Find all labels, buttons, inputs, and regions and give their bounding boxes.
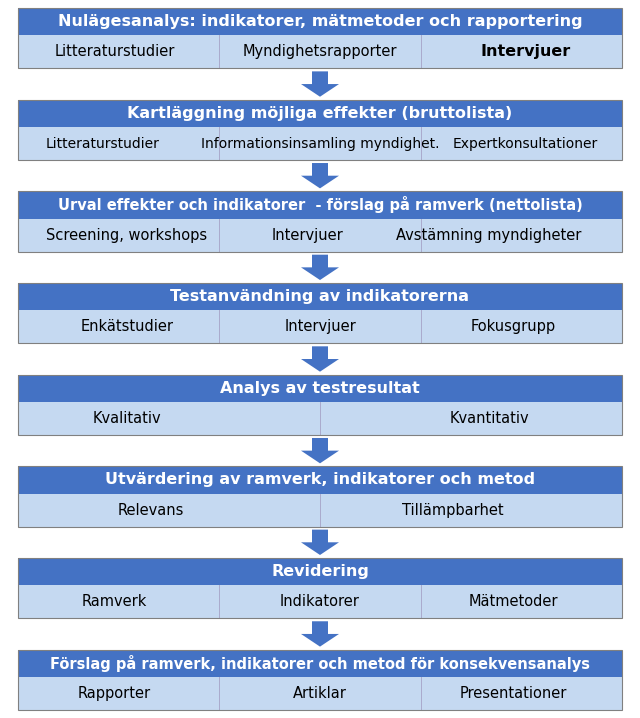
Text: Urval effekter och indikatorer  - förslag på ramverk (nettolista): Urval effekter och indikatorer - förslag…: [58, 197, 582, 213]
Text: Relevans: Relevans: [118, 503, 184, 518]
Bar: [18, 8, 622, 35]
Text: Kartläggning möjliga effekter (bruttolista): Kartläggning möjliga effekter (bruttolis…: [127, 106, 513, 121]
Text: Ramverk: Ramverk: [82, 595, 147, 610]
Bar: [18, 558, 622, 618]
Polygon shape: [301, 346, 339, 372]
Bar: [18, 466, 622, 527]
Text: Litteraturstudier: Litteraturstudier: [45, 136, 159, 151]
Bar: [18, 127, 622, 160]
Polygon shape: [301, 438, 339, 463]
Text: Kvantitativ: Kvantitativ: [449, 411, 529, 426]
Bar: [18, 375, 622, 402]
Text: Screening, workshops: Screening, workshops: [46, 228, 207, 243]
Bar: [18, 466, 622, 493]
Text: Tillämpbarhet: Tillämpbarhet: [402, 503, 504, 518]
Text: Avstämning myndigheter: Avstämning myndigheter: [396, 228, 582, 243]
Text: Kvalitativ: Kvalitativ: [92, 411, 161, 426]
Text: Informationsinsamling myndighet.: Informationsinsamling myndighet.: [201, 136, 439, 151]
Bar: [18, 8, 622, 68]
Text: Testanvändning av indikatorerna: Testanvändning av indikatorerna: [170, 289, 470, 304]
Bar: [18, 677, 622, 710]
Bar: [18, 191, 622, 252]
Text: Revidering: Revidering: [271, 564, 369, 579]
Bar: [18, 218, 622, 252]
Polygon shape: [301, 163, 339, 188]
Bar: [18, 100, 622, 160]
Text: Mätmetoder: Mätmetoder: [468, 595, 558, 610]
Bar: [18, 402, 622, 435]
Text: Expertkonsultationer: Expertkonsultationer: [452, 136, 598, 151]
Bar: [18, 558, 622, 585]
Text: Indikatorer: Indikatorer: [280, 595, 360, 610]
Bar: [18, 191, 622, 218]
Polygon shape: [301, 255, 339, 280]
Bar: [18, 283, 622, 310]
Text: Intervjuer: Intervjuer: [272, 228, 344, 243]
Text: Intervjuer: Intervjuer: [284, 320, 356, 335]
Polygon shape: [301, 621, 339, 647]
Text: Utvärdering av ramverk, indikatorer och metod: Utvärdering av ramverk, indikatorer och …: [105, 472, 535, 488]
Text: Rapporter: Rapporter: [78, 686, 151, 701]
Bar: [18, 375, 622, 435]
Bar: [18, 283, 622, 343]
Bar: [18, 35, 622, 68]
Text: Enkätstudier: Enkätstudier: [80, 320, 173, 335]
Polygon shape: [301, 71, 339, 97]
Text: Presentationer: Presentationer: [460, 686, 567, 701]
Bar: [18, 493, 622, 527]
Text: Analys av testresultat: Analys av testresultat: [220, 381, 420, 396]
Text: Nulägesanalys: indikatorer, mätmetoder och rapportering: Nulägesanalys: indikatorer, mätmetoder o…: [58, 14, 582, 29]
Bar: [18, 650, 622, 677]
Text: Myndighetsrapporter: Myndighetsrapporter: [243, 45, 397, 60]
Polygon shape: [301, 530, 339, 555]
Text: Fokusgrupp: Fokusgrupp: [470, 320, 556, 335]
Bar: [18, 585, 622, 618]
Bar: [18, 310, 622, 343]
Text: Artiklar: Artiklar: [293, 686, 347, 701]
Text: Litteraturstudier: Litteraturstudier: [54, 45, 175, 60]
Bar: [18, 650, 622, 710]
Bar: [18, 100, 622, 127]
Text: Förslag på ramverk, indikatorer och metod för konsekvensanalys: Förslag på ramverk, indikatorer och meto…: [50, 655, 590, 672]
Text: Intervjuer: Intervjuer: [480, 45, 570, 60]
